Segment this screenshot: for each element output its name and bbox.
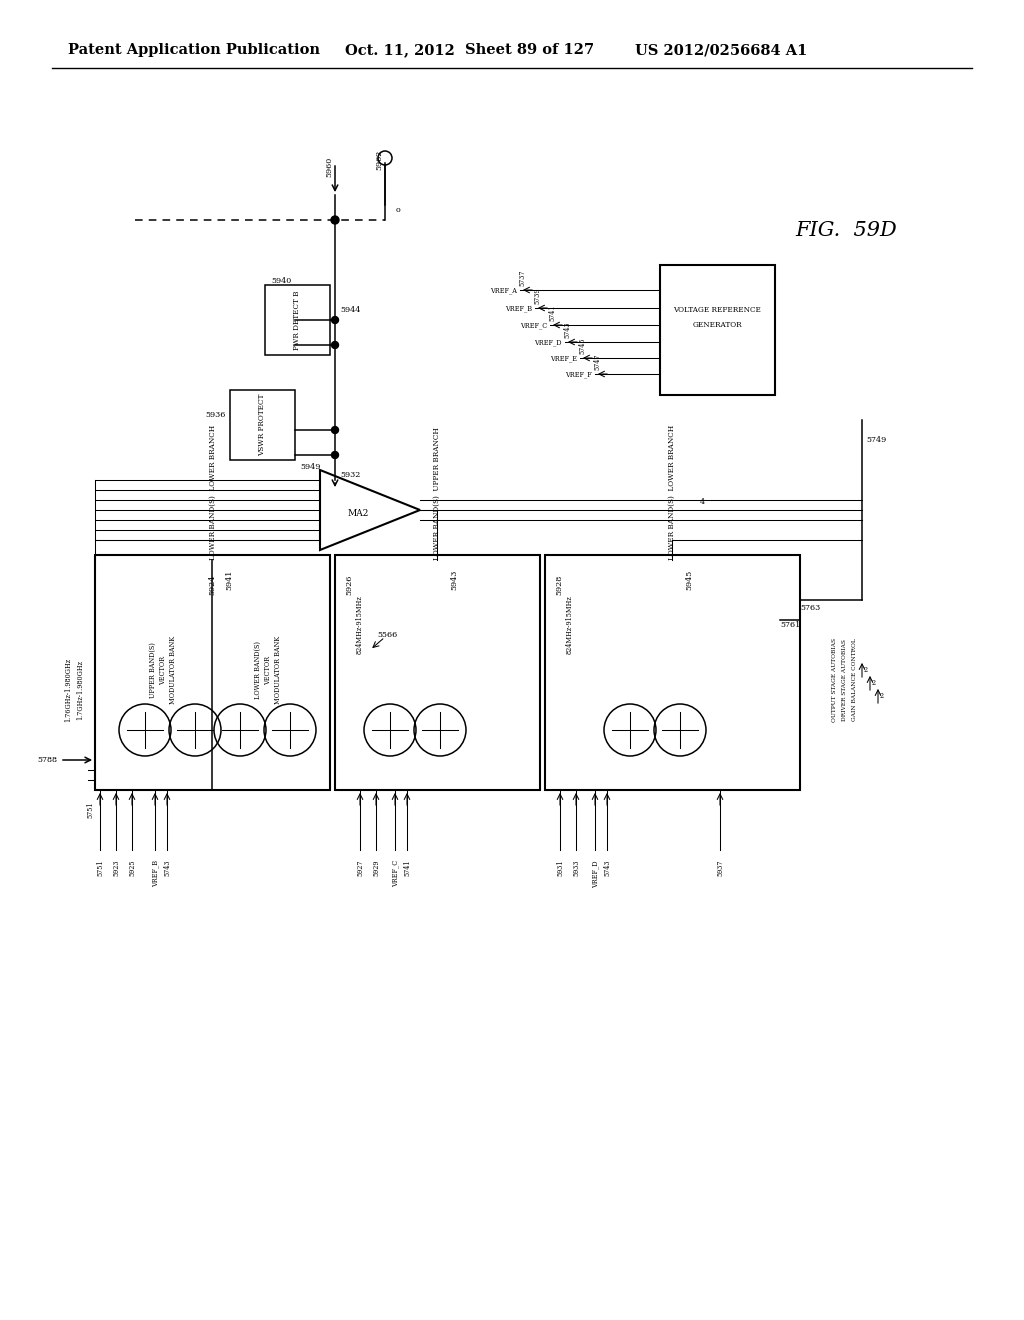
Text: 5745: 5745 — [578, 338, 586, 354]
Text: 5761: 5761 — [780, 620, 800, 630]
Text: VOLTAGE REFERENCE: VOLTAGE REFERENCE — [673, 306, 761, 314]
Text: 5949: 5949 — [300, 463, 321, 471]
Circle shape — [332, 451, 339, 458]
Text: 5944: 5944 — [340, 306, 360, 314]
Text: 5743: 5743 — [603, 861, 611, 876]
Text: 2: 2 — [880, 692, 884, 700]
Text: VREF_E: VREF_E — [550, 354, 577, 362]
Text: 5926: 5926 — [345, 574, 353, 595]
Text: MODULATOR BANK: MODULATOR BANK — [274, 636, 282, 704]
Text: 5743: 5743 — [163, 861, 171, 876]
Text: LOWER BAND(S)  UPPER BRANCH: LOWER BAND(S) UPPER BRANCH — [433, 428, 441, 560]
Circle shape — [332, 342, 339, 348]
Text: 4: 4 — [700, 498, 706, 506]
Text: o: o — [396, 206, 400, 214]
Text: 2: 2 — [864, 667, 868, 675]
Text: VREF_D: VREF_D — [591, 861, 599, 887]
Text: 5933: 5933 — [572, 861, 580, 876]
Text: Oct. 11, 2012: Oct. 11, 2012 — [345, 44, 455, 57]
Text: 5940: 5940 — [271, 277, 291, 285]
Text: 5749: 5749 — [866, 436, 886, 444]
Bar — [545, 554, 800, 789]
Circle shape — [332, 426, 339, 433]
Text: 5943: 5943 — [450, 570, 458, 590]
Text: GAIN BALANCE CONTROL: GAIN BALANCE CONTROL — [853, 639, 857, 721]
Text: 1.7GHz-1.980GHz: 1.7GHz-1.980GHz — [76, 660, 84, 719]
Text: VREF_A: VREF_A — [490, 286, 517, 294]
Text: PWR DETECT B: PWR DETECT B — [293, 290, 301, 350]
Text: Patent Application Publication: Patent Application Publication — [68, 44, 319, 57]
Text: 5962: 5962 — [375, 150, 383, 170]
Text: 5937: 5937 — [716, 861, 724, 876]
Text: OUTPUT STAGE AUTOBIAS: OUTPUT STAGE AUTOBIAS — [833, 638, 838, 722]
Text: Sheet 89 of 127: Sheet 89 of 127 — [465, 44, 594, 57]
Text: 5945: 5945 — [685, 570, 693, 590]
Text: VREF_B: VREF_B — [505, 304, 532, 312]
Text: 5928: 5928 — [555, 574, 563, 595]
Text: 5763: 5763 — [800, 605, 820, 612]
Text: 5929: 5929 — [372, 861, 380, 876]
Text: 5923: 5923 — [112, 861, 120, 876]
Text: MA2: MA2 — [347, 508, 369, 517]
Text: VSWR PROTECT: VSWR PROTECT — [258, 393, 266, 457]
Text: FIG.  59D: FIG. 59D — [795, 220, 897, 239]
Circle shape — [331, 216, 339, 224]
Text: LOWER BAND(S)  LOWER BRANCH: LOWER BAND(S) LOWER BRANCH — [668, 425, 676, 560]
Text: US 2012/0256684 A1: US 2012/0256684 A1 — [635, 44, 807, 57]
Text: 5747: 5747 — [593, 354, 601, 370]
Bar — [230, 389, 295, 459]
Text: 824MHz-915MHz: 824MHz-915MHz — [566, 595, 574, 655]
Text: LOWER BAND(S)  LOWER BRANCH: LOWER BAND(S) LOWER BRANCH — [209, 425, 217, 560]
Text: VREF_C: VREF_C — [520, 321, 547, 329]
Text: LOWER BAND(S): LOWER BAND(S) — [254, 642, 262, 700]
Bar — [660, 265, 775, 395]
Text: 5737: 5737 — [518, 269, 526, 286]
Text: VECTOR: VECTOR — [264, 656, 272, 685]
Text: GENERATOR: GENERATOR — [692, 321, 741, 329]
Text: DRIVER STAGE AUTOBIAS: DRIVER STAGE AUTOBIAS — [843, 639, 848, 721]
Text: 5741: 5741 — [403, 861, 411, 876]
Text: 5751: 5751 — [86, 801, 94, 818]
Text: MODULATOR BANK: MODULATOR BANK — [169, 636, 177, 704]
Text: 5941: 5941 — [225, 570, 233, 590]
Text: 5788: 5788 — [37, 756, 57, 764]
Text: 5927: 5927 — [356, 861, 364, 876]
Text: 5932: 5932 — [340, 471, 360, 479]
Text: 5936: 5936 — [206, 411, 226, 418]
Text: 5960: 5960 — [325, 157, 333, 177]
Text: 1.76GHz-1.980GHz: 1.76GHz-1.980GHz — [63, 657, 72, 722]
Text: 2: 2 — [872, 678, 877, 686]
Text: 824MHz-915MHz: 824MHz-915MHz — [356, 595, 364, 655]
Text: 5924: 5924 — [208, 574, 216, 595]
Text: 5743: 5743 — [563, 322, 571, 338]
Text: VREF_F: VREF_F — [565, 370, 592, 378]
Circle shape — [332, 317, 339, 323]
Bar — [265, 285, 330, 355]
Text: 5739: 5739 — [534, 288, 541, 304]
Text: VECTOR: VECTOR — [159, 656, 167, 685]
Text: VREF_C: VREF_C — [391, 861, 399, 887]
Text: UPPER BAND(S): UPPER BAND(S) — [150, 642, 157, 698]
Bar — [95, 554, 330, 789]
Text: 5741: 5741 — [548, 305, 556, 321]
Text: 5931: 5931 — [556, 861, 564, 876]
Text: VREF_B: VREF_B — [151, 861, 159, 887]
Bar — [335, 554, 540, 789]
Text: VREF_D: VREF_D — [535, 338, 562, 346]
Text: 5751: 5751 — [96, 861, 104, 876]
Text: 5566: 5566 — [378, 631, 398, 639]
Text: 5925: 5925 — [128, 861, 136, 876]
